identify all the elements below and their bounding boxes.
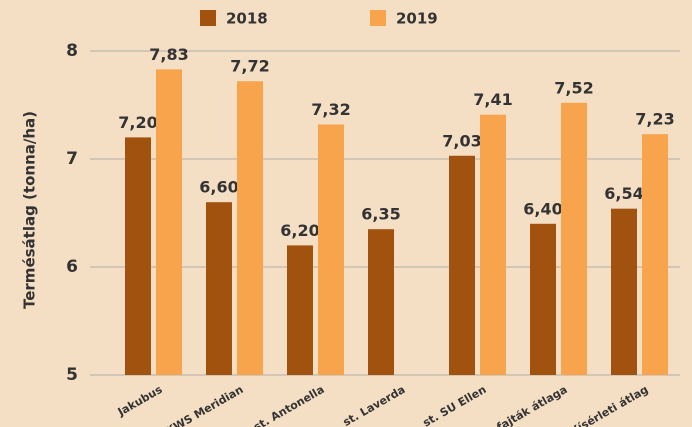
legend-label: 2019 xyxy=(396,10,438,28)
value-label: 7,23 xyxy=(635,110,674,129)
value-label: 7,32 xyxy=(311,100,350,119)
value-label: 7,20 xyxy=(118,113,157,132)
bar xyxy=(480,114,506,375)
value-label: 6,35 xyxy=(361,205,400,224)
bar xyxy=(449,155,475,375)
value-label: 6,60 xyxy=(199,178,238,197)
y-axis-label: Termésátlag (tonna/ha) xyxy=(21,111,39,309)
value-label: 7,83 xyxy=(149,45,188,64)
value-label: 6,54 xyxy=(604,184,643,203)
value-label: 7,41 xyxy=(473,90,512,109)
bar xyxy=(287,245,313,375)
value-label: 7,72 xyxy=(230,57,269,76)
y-tick-label: 8 xyxy=(66,41,78,61)
value-label: 7,03 xyxy=(442,131,481,150)
y-tick-label: 6 xyxy=(66,257,78,277)
bar xyxy=(125,137,151,375)
legend-label: 2018 xyxy=(226,10,268,28)
bar xyxy=(530,223,556,375)
value-label: 7,52 xyxy=(554,78,593,97)
bar xyxy=(368,229,394,375)
legend-swatch xyxy=(200,10,216,26)
bar xyxy=(611,208,637,375)
bar xyxy=(318,124,344,375)
bar xyxy=(237,81,263,376)
bar xyxy=(156,69,182,376)
y-tick-label: 7 xyxy=(66,149,78,169)
value-label: 6,20 xyxy=(280,221,319,240)
bar xyxy=(642,134,668,375)
y-tick-label: 5 xyxy=(66,365,78,385)
value-label: 6,40 xyxy=(523,199,562,218)
legend-swatch xyxy=(370,10,386,26)
bar xyxy=(206,202,232,375)
bar xyxy=(561,102,587,375)
